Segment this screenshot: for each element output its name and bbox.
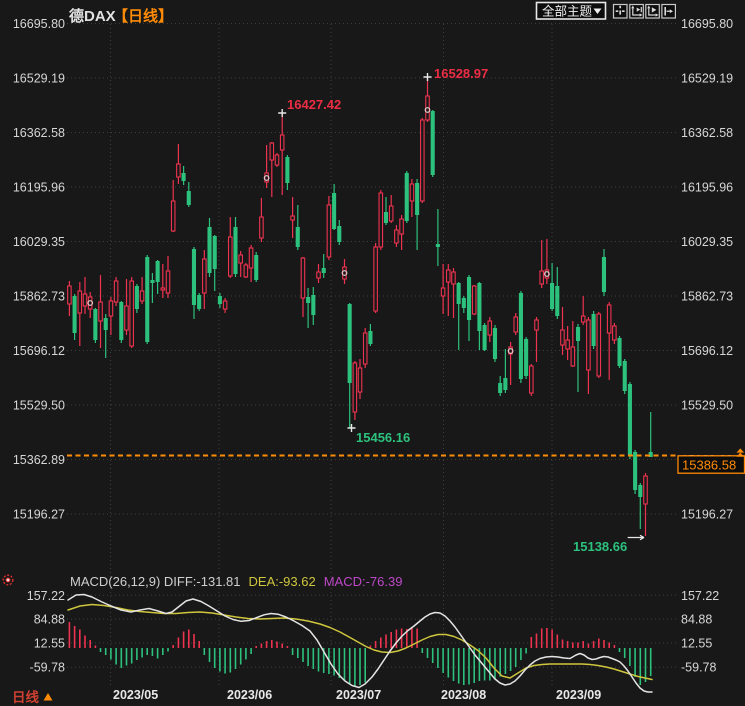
svg-text:16029.35: 16029.35 (13, 235, 65, 249)
svg-text:【日线】: 【日线】 (113, 7, 173, 25)
svg-text:15196.27: 15196.27 (681, 508, 733, 522)
svg-text:2023/06: 2023/06 (227, 688, 272, 702)
svg-text:12.55: 12.55 (681, 636, 712, 650)
svg-text:16695.80: 16695.80 (681, 17, 733, 31)
svg-text:日线: 日线 (12, 689, 39, 705)
svg-text:全部主题: 全部主题 (542, 4, 593, 19)
svg-text:15862.73: 15862.73 (13, 290, 65, 304)
svg-text:84.88: 84.88 (34, 613, 65, 627)
svg-text:15529.50: 15529.50 (681, 399, 733, 413)
svg-text:16195.96: 16195.96 (13, 181, 65, 195)
svg-text:15196.27: 15196.27 (13, 508, 65, 522)
svg-text:2023/08: 2023/08 (441, 688, 486, 702)
svg-text:157.22: 157.22 (27, 589, 65, 603)
svg-text:16195.96: 16195.96 (681, 181, 733, 195)
svg-text:16029.35: 16029.35 (681, 235, 733, 249)
svg-text:16362.58: 16362.58 (681, 126, 733, 140)
svg-text:2023/05: 2023/05 (113, 688, 158, 702)
svg-text:德DAX: 德DAX (69, 7, 116, 25)
svg-text:84.88: 84.88 (681, 613, 712, 627)
svg-text:16529.19: 16529.19 (13, 72, 65, 86)
svg-text:15529.50: 15529.50 (13, 399, 65, 413)
svg-text:15696.12: 15696.12 (13, 344, 65, 358)
svg-text:-59.78: -59.78 (30, 661, 65, 675)
svg-text:-59.78: -59.78 (681, 661, 716, 675)
svg-text:15362.89: 15362.89 (13, 453, 65, 467)
svg-text:15696.12: 15696.12 (681, 344, 733, 358)
svg-text:16528.97: 16528.97 (434, 66, 488, 81)
svg-text:15862.73: 15862.73 (681, 290, 733, 304)
svg-text:15456.16: 15456.16 (356, 430, 410, 445)
svg-text:16529.19: 16529.19 (681, 72, 733, 86)
svg-text:2023/07: 2023/07 (336, 688, 381, 702)
svg-text:15138.66: 15138.66 (573, 539, 627, 554)
svg-text:15386.58: 15386.58 (682, 458, 736, 473)
svg-text:2023/09: 2023/09 (556, 688, 601, 702)
svg-text:12.55: 12.55 (34, 636, 65, 650)
svg-text:16695.80: 16695.80 (13, 17, 65, 31)
svg-text:16362.58: 16362.58 (13, 126, 65, 140)
svg-text:16427.42: 16427.42 (287, 97, 341, 112)
svg-text:157.22: 157.22 (681, 589, 719, 603)
